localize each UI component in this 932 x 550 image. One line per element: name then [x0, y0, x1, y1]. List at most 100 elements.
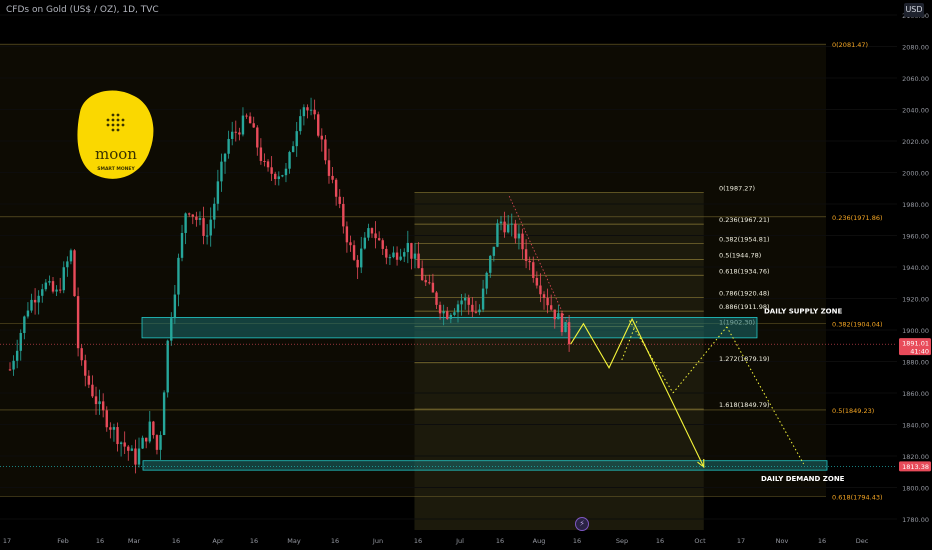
candle-body — [463, 297, 467, 301]
candle-body — [334, 179, 338, 197]
candle-body — [327, 160, 331, 176]
candle-body — [360, 248, 363, 268]
time-tick: 16 — [96, 537, 104, 545]
logo-dot — [106, 118, 110, 122]
candle-body — [438, 304, 442, 314]
candle-body — [216, 181, 220, 204]
candle-body — [539, 285, 542, 295]
candle-body — [159, 435, 162, 450]
candle-body — [313, 109, 316, 115]
candle-body — [324, 139, 327, 161]
candle-body — [87, 375, 91, 385]
candle-body — [499, 221, 503, 224]
candle-body — [284, 168, 288, 176]
logo-blob — [77, 90, 154, 179]
logo-dot — [116, 118, 120, 122]
candle-body — [205, 235, 209, 237]
candle-body — [356, 259, 359, 268]
candles — [8, 97, 571, 474]
demand-zone-label: DAILY DEMAND ZONE — [761, 475, 845, 483]
candle-body — [417, 253, 420, 269]
candle-body — [496, 223, 499, 247]
candle-body — [395, 252, 399, 260]
projection-arrow-head — [697, 459, 705, 469]
candle-body — [506, 224, 510, 233]
logo-dot — [121, 118, 125, 122]
candle-body — [198, 218, 202, 220]
symbol-title: CFDs on Gold (US$ / OZ), 1D, TVC — [6, 5, 159, 15]
fib-large-label: 0.236(1971.86) — [832, 214, 883, 222]
candle-body — [202, 218, 205, 236]
candle-body — [191, 214, 194, 217]
candle-body — [30, 299, 33, 311]
price-tick: 1900.00 — [902, 327, 929, 335]
candle-body — [80, 348, 83, 361]
candle-body — [19, 332, 22, 351]
candle-body — [137, 448, 141, 465]
price-tick: 1860.00 — [902, 390, 929, 398]
candle-body — [51, 281, 55, 292]
supply-zone — [141, 316, 758, 339]
candle-body — [517, 233, 521, 239]
candle-body — [381, 240, 384, 249]
lightning-icon[interactable]: ⚡ — [575, 517, 589, 531]
candle-body — [403, 252, 406, 257]
candle-body — [399, 256, 402, 260]
time-tick: Mar — [128, 537, 141, 545]
candle-body — [180, 232, 184, 258]
price-tick: 1940.00 — [902, 264, 929, 272]
candle-body — [170, 318, 173, 341]
logo-dot — [111, 123, 115, 127]
candle-body — [503, 221, 506, 233]
fib-small-label: 0.382(1954.81) — [719, 236, 770, 244]
candle-body — [306, 107, 309, 111]
candle-body — [58, 289, 62, 291]
price-tick: 1780.00 — [902, 516, 929, 524]
candle-body — [263, 160, 266, 162]
candle-body — [141, 437, 144, 449]
logo-dot — [116, 123, 120, 127]
fib-small-label: 1.618(1849.79) — [719, 401, 770, 409]
candle-body — [309, 109, 313, 111]
currency-button[interactable]: USD — [904, 3, 924, 17]
time-tick: 16 — [414, 537, 422, 545]
candle-body — [431, 282, 435, 293]
candle-body — [166, 340, 169, 393]
time-tick: Aug — [533, 537, 546, 545]
time-tick: 16 — [656, 537, 664, 545]
price-axis — [897, 0, 932, 550]
candle-body — [338, 196, 341, 204]
candle-body — [478, 309, 481, 313]
fib-large-label: 0.5(1849.23) — [832, 407, 874, 415]
candle-body — [144, 437, 148, 442]
candle-body — [134, 448, 137, 465]
candle-body — [560, 313, 564, 333]
time-tick: 16 — [172, 537, 180, 545]
candle-body — [73, 250, 76, 297]
candle-body — [213, 203, 216, 220]
candle-body — [94, 396, 98, 405]
candle-body — [528, 260, 531, 263]
projection-solid — [570, 317, 705, 468]
candle-body — [428, 282, 431, 284]
time-tick: Apr — [212, 537, 224, 545]
fib-small-label: 0.786(1920.48) — [719, 290, 770, 298]
time-tick: 17 — [3, 537, 11, 545]
candle-body — [12, 360, 15, 370]
candle-body — [44, 282, 48, 290]
candle-body — [270, 167, 273, 174]
last-price-value: 1891.01 — [902, 340, 929, 348]
candle-body — [62, 267, 65, 291]
price-tick: 1880.00 — [902, 358, 929, 366]
candle-body — [471, 304, 474, 312]
time-tick: 16 — [250, 537, 258, 545]
candle-body — [26, 310, 30, 317]
demand-zone — [142, 460, 828, 471]
candle-body — [510, 223, 513, 225]
candle-body — [377, 238, 381, 241]
fib-small-label: 0.5(1944.78) — [719, 251, 761, 259]
candle-body — [406, 242, 410, 253]
candle-body — [119, 442, 123, 445]
time-tick: Dec — [856, 537, 869, 545]
